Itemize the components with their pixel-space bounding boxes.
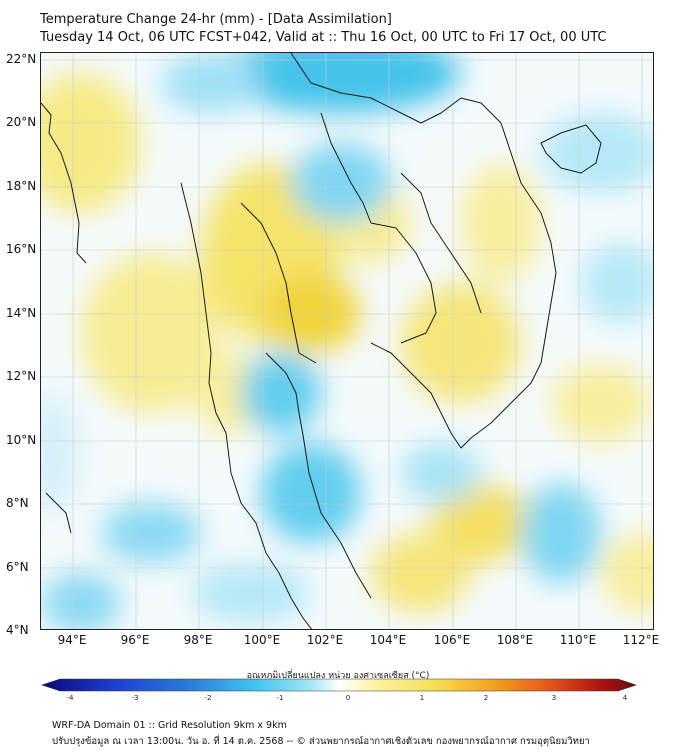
colorbar-tick: 1	[419, 694, 425, 702]
footer-model-info: WRF-DA Domain 01 :: Grid Resolution 9km …	[52, 720, 287, 731]
colorbar-tick: 0	[345, 694, 351, 702]
lat-label-4: 4°N	[6, 623, 29, 637]
colorbar	[41, 678, 637, 692]
lon-label-102: 102°E	[306, 633, 344, 647]
colorbar-gradient	[41, 678, 637, 692]
lon-label-112: 112°E	[622, 633, 660, 647]
lat-label-10: 10°N	[6, 433, 37, 447]
lat-label-20: 20°N	[6, 115, 37, 129]
colorbar-tick: -3	[131, 694, 139, 702]
lat-label-16: 16°N	[6, 242, 37, 256]
lon-label-108: 108°E	[496, 633, 534, 647]
lat-label-6: 6°N	[6, 560, 29, 574]
temperature-field	[41, 53, 653, 629]
lat-label-12: 12°N	[6, 369, 37, 383]
lon-label-104: 104°E	[369, 633, 407, 647]
lon-label-98: 98°E	[183, 633, 213, 647]
lat-label-18: 18°N	[6, 179, 37, 193]
colorbar-tick: -2	[204, 694, 212, 702]
lon-label-100: 100°E	[243, 633, 281, 647]
map-title: Temperature Change 24-hr (mm) - [Data As…	[40, 12, 392, 27]
lat-label-14: 14°N	[6, 306, 37, 320]
lon-label-106: 106°E	[433, 633, 471, 647]
coastlines	[41, 53, 602, 629]
lon-label-110: 110°E	[559, 633, 597, 647]
colorbar-tick: 2	[483, 694, 489, 702]
map-subtitle: Tuesday 14 Oct, 06 UTC FCST+042, Valid a…	[40, 30, 607, 45]
lat-label-22: 22°N	[6, 52, 37, 66]
temperature-change-map[interactable]	[40, 52, 654, 630]
colorbar-tick: 3	[551, 694, 557, 702]
footer-credit: ปรับปรุงข้อมูล ณ เวลา 13:00น. วัน อ. ที่…	[52, 736, 590, 747]
colorbar-tick: -4	[66, 694, 74, 702]
colorbar-title: อุณหภูมิเปลี่ยนแปลง หน่วย องศาเซลเซียส (…	[246, 671, 430, 681]
graticule	[41, 53, 653, 629]
lon-label-96: 96°E	[120, 633, 150, 647]
lat-label-8: 8°N	[6, 496, 29, 510]
colorbar-tick: -1	[276, 694, 284, 702]
colorbar-tick: 4	[622, 694, 628, 702]
lon-label-94: 94°E	[57, 633, 87, 647]
map-canvas	[41, 53, 653, 629]
